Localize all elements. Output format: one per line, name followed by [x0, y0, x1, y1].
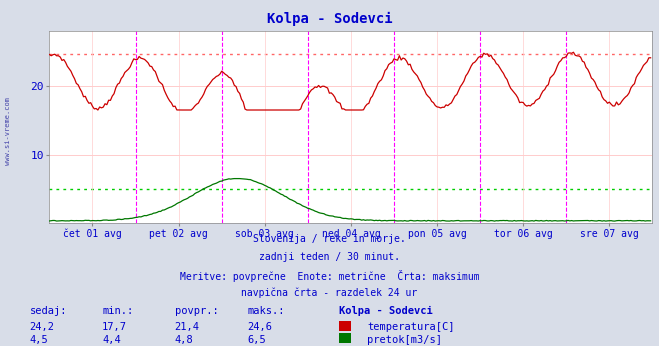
- Text: www.si-vreme.com: www.si-vreme.com: [5, 98, 11, 165]
- Text: 24,6: 24,6: [247, 322, 272, 333]
- Text: Kolpa - Sodevci: Kolpa - Sodevci: [267, 12, 392, 26]
- Text: pretok[m3/s]: pretok[m3/s]: [367, 335, 442, 345]
- Text: Meritve: povprečne  Enote: metrične  Črta: maksimum: Meritve: povprečne Enote: metrične Črta:…: [180, 270, 479, 282]
- Text: 4,5: 4,5: [30, 335, 48, 345]
- Text: 4,8: 4,8: [175, 335, 193, 345]
- Text: min.:: min.:: [102, 306, 133, 316]
- Text: sedaj:: sedaj:: [30, 306, 67, 316]
- Text: 4,4: 4,4: [102, 335, 121, 345]
- Text: temperatura[C]: temperatura[C]: [367, 322, 455, 333]
- Text: 21,4: 21,4: [175, 322, 200, 333]
- Text: 6,5: 6,5: [247, 335, 266, 345]
- Text: povpr.:: povpr.:: [175, 306, 218, 316]
- Text: Kolpa - Sodevci: Kolpa - Sodevci: [339, 306, 433, 316]
- Text: maks.:: maks.:: [247, 306, 285, 316]
- Text: Slovenija / reke in morje.: Slovenija / reke in morje.: [253, 234, 406, 244]
- Text: 17,7: 17,7: [102, 322, 127, 333]
- Text: zadnji teden / 30 minut.: zadnji teden / 30 minut.: [259, 252, 400, 262]
- Text: 24,2: 24,2: [30, 322, 55, 333]
- Text: navpična črta - razdelek 24 ur: navpična črta - razdelek 24 ur: [241, 288, 418, 298]
